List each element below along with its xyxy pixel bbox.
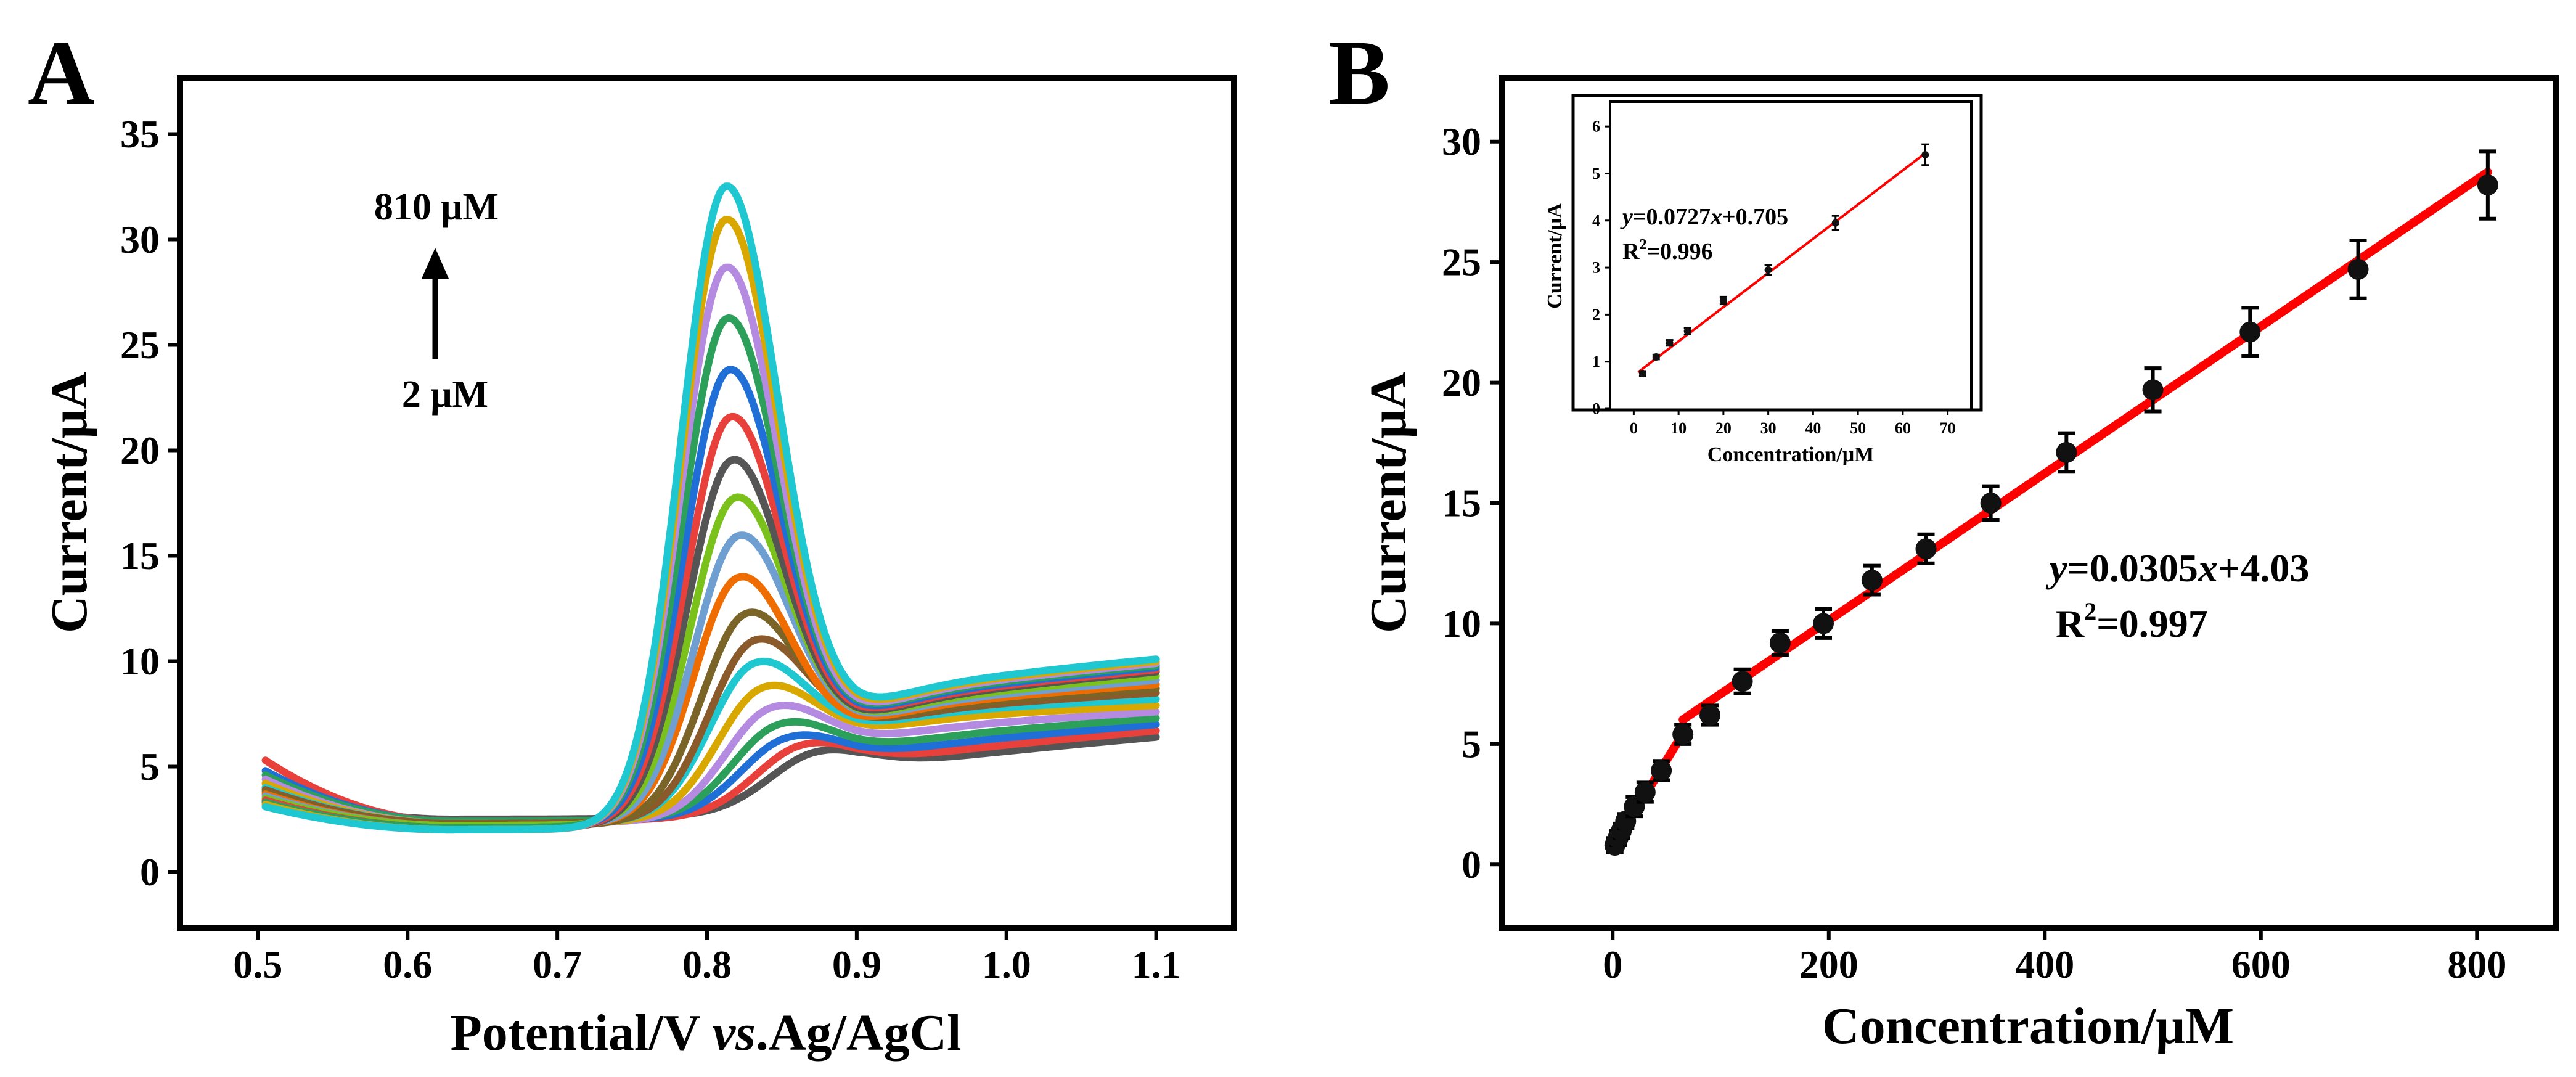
data-point <box>1634 782 1656 803</box>
panel-b-x-tick-label: 400 <box>2015 943 2074 986</box>
data-point <box>1651 760 1672 781</box>
inset-fit-r-squared: R2=0.996 <box>1622 237 1713 264</box>
inset-background <box>1571 94 1983 412</box>
panel-b-letter: B <box>1328 22 1390 124</box>
increase-arrow-head <box>422 248 449 279</box>
inset-data-point <box>1652 353 1660 361</box>
panel-a-y-tick-label: 25 <box>120 323 160 367</box>
inset-x-tick-label: 10 <box>1670 419 1687 437</box>
panel-a-letter: A <box>28 22 94 124</box>
inset-y-tick-label: 2 <box>1592 306 1600 324</box>
panel-a-x-tick-label: 0.9 <box>832 943 881 986</box>
data-point <box>2347 258 2369 280</box>
panel-b-y-tick-label: 20 <box>1442 361 1481 404</box>
inset-x-tick-label: 70 <box>1940 419 1956 437</box>
panel-a-x-tick-label: 0.6 <box>383 943 432 986</box>
panel-b-x-tick-label: 800 <box>2447 943 2506 986</box>
panel-b-x-axis-title: Concentration/μM <box>1822 997 2234 1055</box>
inset-data-point <box>1638 369 1646 377</box>
inset-x-tick-label: 60 <box>1895 419 1911 437</box>
panel-a-x-tick-label: 1.1 <box>1132 943 1181 986</box>
panel-a-y-tick-label: 15 <box>120 534 160 578</box>
main-fit-r-squared: R2=0.997 <box>2056 597 2208 645</box>
data-point <box>2142 379 2164 401</box>
inset-x-tick-label: 50 <box>1850 419 1866 437</box>
inset-y-tick-label: 3 <box>1592 259 1600 277</box>
data-point <box>1699 704 1720 726</box>
data-point <box>2239 321 2261 343</box>
inset-data-point <box>1719 297 1727 305</box>
panel-b-y-tick-label: 25 <box>1442 240 1481 284</box>
panel-b-y-tick-label: 10 <box>1442 602 1481 645</box>
inset-points <box>1638 143 1929 377</box>
panel-a-y-tick-label: 0 <box>140 850 160 894</box>
inset-y-ticks: 0 1 2 3 4 5 6 <box>1592 118 1611 418</box>
panel-b-y-ticks: 0 5 10 15 20 25 30 <box>1442 120 1505 887</box>
panel-b-x-ticks: 0 200 400 600 800 <box>1603 925 2506 986</box>
inset-x-axis-title: Concentration/μM <box>1707 443 1874 466</box>
panel-a-y-axis-title: Current/μA <box>41 372 98 633</box>
inset-y-axis-title: Current/μA <box>1544 203 1566 309</box>
data-point <box>2477 174 2498 196</box>
panel-a-chart: 0.5 0.6 0.7 0.8 0.9 1.0 1.1 0 5 10 15 20 25 30 35 Pot… <box>41 75 1237 1062</box>
annotation-low-concentration: 2 μM <box>402 374 488 416</box>
panel-a-y-tick-label: 10 <box>120 639 160 683</box>
inset-data-point <box>1921 150 1929 158</box>
data-point <box>1980 493 2002 514</box>
panel-a-y-tick-label: 20 <box>120 428 160 472</box>
inset-data-point <box>1683 327 1691 335</box>
data-point <box>1769 632 1791 653</box>
panel-a-y-ticks: 0 5 10 15 20 25 30 35 <box>120 112 183 894</box>
panel-a-y-tick-label: 5 <box>140 745 160 788</box>
panel-a-y-tick-label: 30 <box>120 218 160 261</box>
inset-fit-line <box>1637 152 1926 374</box>
panel-b-x-tick-label: 0 <box>1603 943 1622 986</box>
data-point <box>1915 538 1937 560</box>
panel-a-x-ticks: 0.5 0.6 0.7 0.8 0.9 1.0 1.1 <box>233 925 1181 986</box>
inset-fit-equation: y=0.0727x+0.705 <box>1620 204 1788 230</box>
panel-a-x-tick-label: 1.0 <box>982 943 1031 986</box>
panel-b-y-tick-label: 30 <box>1442 120 1481 163</box>
inset-y-tick-label: 0 <box>1592 400 1600 418</box>
panel-b-y-tick-label: 0 <box>1462 843 1481 887</box>
panel-b-y-tick-label: 15 <box>1442 481 1481 525</box>
data-point <box>1861 570 1883 591</box>
inset-x-tick-label: 20 <box>1715 419 1732 437</box>
panel-a-x-tick-label: 0.7 <box>533 943 582 986</box>
inset-fit-line-segment <box>1637 152 1926 374</box>
data-point <box>2056 441 2077 463</box>
panel-a-y-tick-label: 35 <box>120 112 160 156</box>
cv-curves-group <box>261 182 1160 834</box>
inset-chart: 0 10 20 30 40 50 60 70 0 1 2 3 4 5 6 Concentration/μM… <box>1544 94 1983 466</box>
inset-y-tick-label: 5 <box>1592 165 1600 182</box>
panel-a-x-tick-label: 0.5 <box>233 943 282 986</box>
main-fit-equation: y=0.0305x+4.03 <box>2045 546 2309 590</box>
inset-data-point <box>1764 266 1772 274</box>
panel-b-y-tick-label: 5 <box>1462 722 1481 766</box>
inset-y-tick-label: 6 <box>1592 118 1600 136</box>
inset-data-point <box>1666 339 1674 347</box>
data-point <box>1813 613 1834 634</box>
inset-y-tick-label: 1 <box>1592 353 1600 371</box>
data-point <box>1732 671 1753 692</box>
panel-b-x-tick-label: 600 <box>2231 943 2291 986</box>
inset-x-tick-label: 0 <box>1630 419 1638 437</box>
panel-b-x-tick-label: 200 <box>1799 943 1858 986</box>
panel-b-y-axis-title: Current/μA <box>1360 372 1417 633</box>
annotation-high-concentration: 810 μM <box>374 186 499 228</box>
panel-a-x-tick-label: 0.8 <box>682 943 732 986</box>
inset-data-point <box>1831 219 1839 227</box>
calibration-points <box>1604 149 2498 856</box>
panel-a-x-axis-title: Potential/V vs.Ag/AgCl <box>450 1004 961 1062</box>
inset-x-ticks: 0 10 20 30 40 50 60 70 <box>1630 409 1956 437</box>
inset-y-tick-label: 4 <box>1592 211 1600 229</box>
inset-frame <box>1609 100 1973 411</box>
data-point <box>1672 724 1694 745</box>
inset-x-tick-label: 40 <box>1805 419 1821 437</box>
inset-x-tick-label: 30 <box>1760 419 1777 437</box>
cv-curve-19 <box>261 182 1160 834</box>
